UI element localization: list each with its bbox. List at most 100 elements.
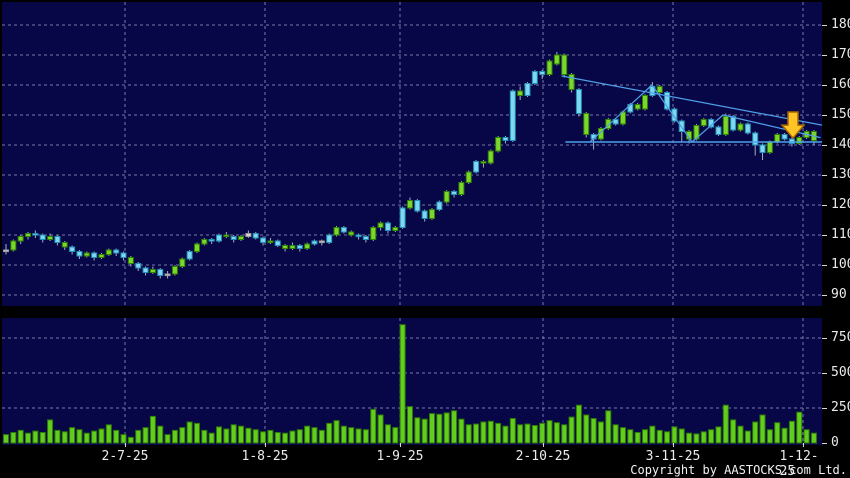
- volume-bar: [69, 427, 76, 444]
- volume-bar: [274, 432, 281, 444]
- volume-bar: [414, 417, 421, 444]
- candle: [61, 242, 68, 248]
- candle: [3, 249, 9, 253]
- volume-bar: [149, 415, 156, 444]
- volume-bar: [664, 431, 671, 444]
- price-axis-label: 160: [831, 77, 850, 92]
- candle: [149, 269, 156, 273]
- candle: [311, 240, 318, 245]
- volume-bar: [575, 404, 582, 444]
- volume-bar: [465, 424, 472, 444]
- price-tick: [822, 205, 827, 206]
- candle: [583, 113, 590, 135]
- volume-bar: [142, 427, 149, 444]
- long-descending-line: [561, 75, 822, 126]
- candle: [531, 71, 538, 84]
- volume-bar: [164, 434, 171, 444]
- volume-tick: [822, 338, 827, 339]
- candle: [69, 246, 76, 252]
- volume-bar: [208, 432, 215, 444]
- volume-bar: [619, 427, 626, 444]
- candle: [399, 207, 406, 228]
- candle: [656, 86, 663, 93]
- candle: [171, 266, 178, 275]
- volume-bar: [289, 430, 296, 444]
- candle: [421, 210, 428, 219]
- candle: [377, 222, 384, 228]
- volume-bar: [296, 429, 303, 444]
- price-axis-label: 150: [831, 107, 850, 122]
- candle: [201, 239, 208, 245]
- volume-bar: [230, 424, 237, 444]
- volume-bar: [157, 425, 164, 444]
- candle: [539, 71, 546, 75]
- candle: [120, 252, 127, 258]
- x-axis-label: 1-8-25: [241, 449, 289, 464]
- candle: [605, 119, 612, 129]
- x-axis-label: 3-11-25: [645, 449, 701, 464]
- volume-bar: [61, 431, 68, 444]
- candle: [744, 123, 751, 134]
- volume-bar: [700, 431, 707, 444]
- x-axis-label: 2-10-25: [515, 449, 571, 464]
- candle: [267, 240, 274, 244]
- candle: [458, 182, 465, 195]
- volume-axis-label: 500: [831, 365, 850, 380]
- price-tick: [822, 85, 827, 86]
- volume-tick: [822, 408, 827, 409]
- volume-bar: [495, 422, 502, 444]
- volume-bar: [436, 413, 443, 444]
- volume-bar: [502, 425, 509, 444]
- candle: [164, 273, 171, 277]
- candle: [289, 245, 296, 249]
- volume-bar: [304, 425, 311, 444]
- volume-bar: [443, 412, 450, 444]
- volume-bar: [546, 420, 553, 444]
- candle: [730, 116, 737, 131]
- volume-bar: [737, 425, 744, 444]
- candle: [664, 92, 671, 110]
- volume-bar: [311, 427, 318, 444]
- volume-bar: [730, 419, 737, 444]
- volume-bar: [803, 429, 810, 444]
- x-axis-label: 2-7-25: [101, 449, 149, 464]
- candle: [208, 239, 215, 242]
- candle: [612, 119, 619, 125]
- volume-bar: [766, 429, 773, 444]
- candle: [678, 120, 685, 132]
- volume-bar: [370, 408, 377, 444]
- volume-bar: [282, 432, 289, 444]
- volume-bar: [451, 410, 458, 444]
- triangle-descending-line: [651, 84, 693, 143]
- volume-bar: [76, 429, 83, 444]
- candle: [318, 240, 325, 244]
- candle: [722, 116, 729, 135]
- volume-bar: [473, 423, 480, 444]
- volume-bar: [333, 420, 340, 444]
- candle: [406, 200, 413, 209]
- volume-axis-label: 0: [831, 435, 839, 450]
- volume-bar: [429, 413, 436, 444]
- candle: [25, 233, 32, 237]
- price-tick: [822, 115, 827, 116]
- candle: [260, 237, 267, 243]
- volume-bar: [377, 414, 384, 444]
- volume-bar: [715, 426, 722, 444]
- copyright: Copyright by AASTOCKS.com Ltd.: [630, 463, 847, 477]
- candle: [370, 227, 377, 240]
- volume-bar: [193, 422, 200, 444]
- price-axis-label: 120: [831, 197, 850, 212]
- x-axis-tick: [125, 443, 126, 447]
- volume-bar: [171, 429, 178, 444]
- candle: [17, 236, 24, 242]
- volume-bar: [781, 427, 788, 444]
- candle: [451, 191, 458, 195]
- candle: [127, 257, 134, 264]
- volume-bar: [509, 418, 516, 444]
- volume-bar: [245, 427, 252, 444]
- candle: [83, 252, 90, 257]
- candle: [480, 161, 487, 164]
- candle: [671, 108, 678, 122]
- candle: [693, 125, 700, 140]
- candle: [465, 171, 472, 183]
